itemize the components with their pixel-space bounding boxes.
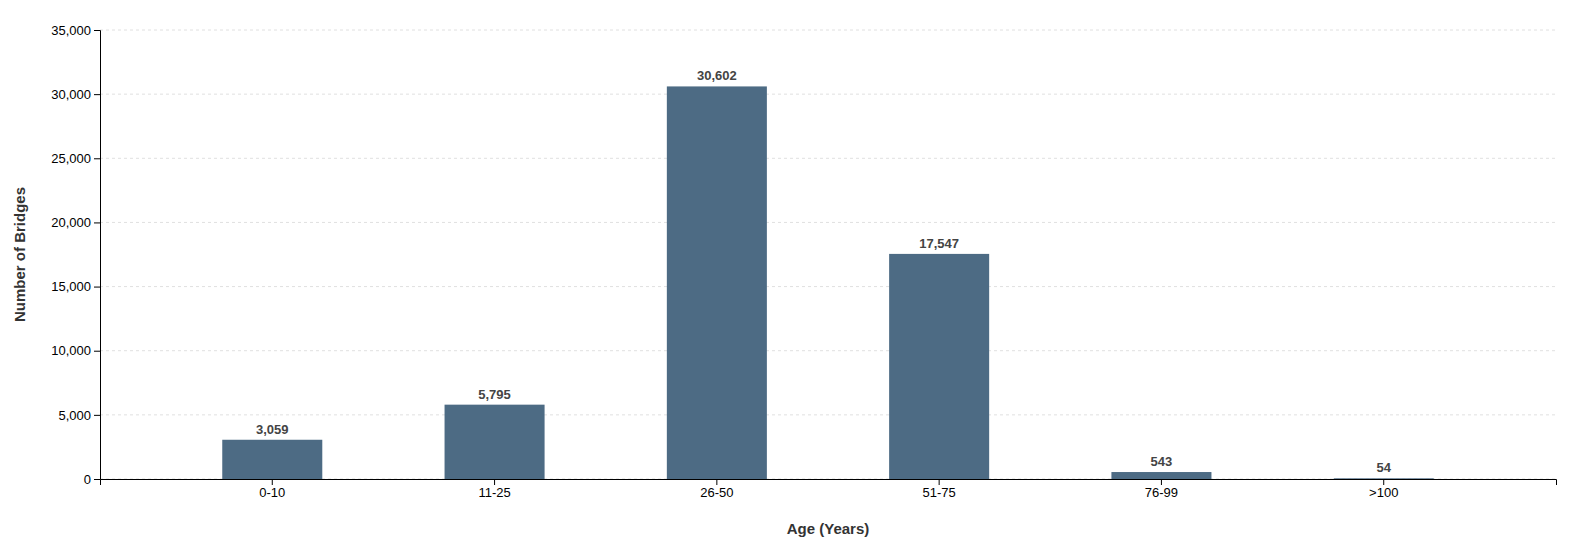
x-tick-mark (939, 479, 940, 485)
grid-line (100, 94, 1556, 95)
y-axis-title: Number of Bridges (11, 187, 28, 322)
data-label: 3,059 (256, 422, 289, 437)
data-label: 5,795 (478, 387, 511, 402)
y-tick-label: 15,000 (51, 279, 91, 294)
y-tick-label: 35,000 (51, 23, 91, 38)
y-axis-line (94, 31, 101, 480)
x-axis: 0-10 11-25 26-50 51-75 76-99 >100 (101, 479, 1557, 500)
grid-line (100, 222, 1556, 223)
x-tick-label: 76-99 (1145, 485, 1178, 500)
x-tick: 76-99 (1145, 479, 1178, 500)
y-tick: 15,000 (51, 279, 100, 294)
x-tick: 51-75 (923, 479, 956, 500)
x-axis-title: Age (Years) (787, 520, 870, 537)
x-tick-mark (1383, 479, 1384, 485)
chart: 0 5,000 10,000 15,000 20,000 25,000 30,000 35,0… (0, 0, 1596, 554)
y-tick-label: 5,000 (58, 408, 91, 423)
grid-line (100, 30, 1556, 31)
x-tick-mark (1161, 479, 1162, 485)
data-label: 54 (1376, 460, 1391, 475)
y-tick: 10,000 (51, 343, 100, 358)
y-tick: 5,000 (58, 408, 100, 423)
bar (445, 405, 545, 479)
y-tick-mark (94, 94, 100, 95)
data-label: 543 (1151, 454, 1173, 469)
x-tick: >100 (1369, 479, 1398, 500)
x-tick: 26-50 (700, 479, 733, 500)
bar (1111, 472, 1211, 479)
x-tick-label: >100 (1369, 485, 1398, 500)
data-label: 30,602 (697, 68, 737, 83)
x-tick: 0-10 (259, 479, 285, 500)
x-tick-label: 0-10 (259, 485, 285, 500)
y-tick-label: 30,000 (51, 87, 91, 102)
x-tick: 11-25 (478, 479, 510, 500)
bar (889, 254, 989, 479)
y-tick-mark (94, 222, 100, 223)
x-tick-label: 51-75 (923, 485, 956, 500)
grid-line (100, 286, 1556, 287)
data-label: 17,547 (919, 236, 959, 251)
y-axis: 0 5,000 10,000 15,000 20,000 25,000 30,000 35,0… (51, 23, 100, 487)
x-axis-line (101, 480, 1557, 486)
bars (222, 86, 1433, 479)
grid-line (100, 158, 1556, 159)
x-tick-label: 26-50 (700, 485, 733, 500)
bar (1334, 478, 1434, 479)
y-tick-mark (94, 287, 100, 288)
x-tick-mark (716, 479, 717, 485)
y-tick-label: 0 (84, 472, 91, 487)
y-tick-label: 10,000 (51, 343, 91, 358)
data-labels: 3,059 5,795 30,602 17,547 543 54 (256, 68, 1392, 475)
y-tick-mark (94, 415, 100, 416)
bar (222, 440, 322, 479)
y-tick-mark (94, 479, 100, 480)
y-tick: 0 (84, 472, 100, 487)
y-tick-label: 25,000 (51, 151, 91, 166)
y-tick-mark (94, 158, 100, 159)
plot: 0 5,000 10,000 15,000 20,000 25,000 30,000 35,0… (51, 23, 1556, 501)
x-tick-mark (272, 479, 273, 485)
grid (100, 30, 1556, 479)
bar (667, 86, 767, 479)
y-tick-label: 20,000 (51, 215, 91, 230)
y-tick: 25,000 (51, 151, 100, 166)
grid-line (100, 350, 1556, 351)
y-tick: 20,000 (51, 215, 100, 230)
x-tick-label: 11-25 (478, 485, 510, 500)
y-tick-mark (94, 30, 100, 31)
x-tick-mark (494, 479, 495, 485)
y-tick: 35,000 (51, 23, 100, 38)
grid-line (100, 414, 1556, 415)
y-tick-mark (94, 351, 100, 352)
y-tick: 30,000 (51, 87, 100, 102)
